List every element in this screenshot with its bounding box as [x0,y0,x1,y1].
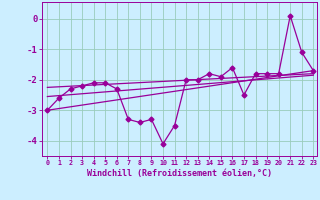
X-axis label: Windchill (Refroidissement éolien,°C): Windchill (Refroidissement éolien,°C) [87,169,272,178]
